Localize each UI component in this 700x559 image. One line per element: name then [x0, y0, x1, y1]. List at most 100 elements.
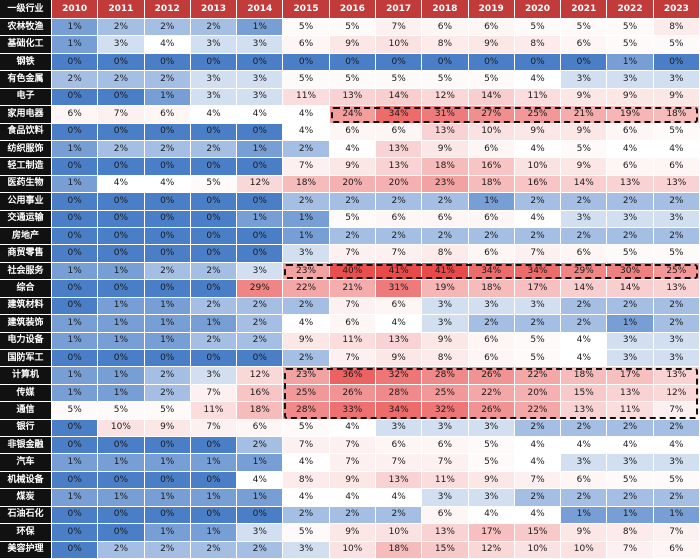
row-header: 石油石化 [0, 506, 52, 525]
heatmap-cell: 1% [190, 454, 238, 472]
column-header-2013: 2013 [190, 0, 238, 19]
heatmap-cell: 1% [52, 315, 99, 333]
heatmap-cell: 0% [98, 123, 145, 141]
heatmap-cell: 3% [237, 71, 284, 89]
heatmap-cell: 14% [561, 175, 608, 194]
heatmap-cell: 13% [329, 88, 376, 107]
heatmap-cell: 3% [561, 454, 608, 472]
heatmap-cell: 1% [283, 210, 330, 229]
heatmap-cell: 16% [514, 175, 562, 194]
heatmap-cell: 4% [144, 36, 191, 54]
heatmap-cell: 4% [514, 437, 562, 455]
heatmap-cell: 27% [468, 106, 515, 124]
heatmap-cell: 2% [190, 140, 238, 159]
heatmap-cell: 6% [468, 245, 515, 263]
heatmap-cell: 8% [283, 471, 330, 490]
heatmap-cell: 2% [237, 315, 284, 333]
heatmap-cell: 13% [607, 175, 654, 194]
heatmap-cell: 2% [607, 489, 654, 507]
heatmap-cell: 0% [144, 158, 191, 176]
heatmap-cell: 5% [561, 19, 608, 37]
heatmap-cell: 0% [190, 53, 238, 72]
heatmap-cell: 2% [98, 19, 145, 37]
heatmap-cell: 3% [283, 245, 330, 263]
heatmap-cell: 9% [329, 471, 376, 490]
heatmap-cell: 0% [653, 53, 700, 72]
heatmap-cell: 4% [607, 437, 654, 455]
heatmap-cell: 3% [607, 71, 654, 89]
heatmap-cell: 3% [190, 367, 238, 385]
heatmap-cell: 22% [514, 367, 562, 385]
heatmap-cell: 10% [376, 36, 423, 54]
heatmap-cell: 5% [607, 36, 654, 54]
heatmap-cell: 22% [283, 280, 330, 298]
heatmap-cell: 2% [190, 262, 238, 281]
heatmap-cell: 2% [561, 315, 608, 333]
row-header: 汽车 [0, 454, 52, 472]
heatmap-cell: 18% [468, 280, 515, 298]
heatmap-cell: 31% [422, 106, 469, 124]
row-header: 基础化工 [0, 36, 52, 54]
heatmap-cell: 3% [237, 262, 284, 281]
heatmap-cell: 5% [422, 71, 469, 89]
heatmap-cell: 3% [468, 489, 515, 507]
heatmap-cell: 2% [237, 332, 284, 350]
heatmap-cell: 6% [422, 506, 469, 525]
heatmap-cell: 5% [376, 71, 423, 89]
heatmap-cell: 6% [52, 106, 99, 124]
heatmap-cell: 13% [653, 367, 700, 385]
heatmap-cell: 10% [98, 419, 145, 438]
heatmap-cell: 25% [653, 262, 700, 281]
heatmap-cell: 25% [422, 384, 469, 403]
heatmap-cell: 2% [653, 489, 700, 507]
heatmap-cell: 0% [52, 193, 99, 211]
heatmap-cell: 2% [561, 228, 608, 246]
heatmap-cell: 1% [468, 193, 515, 211]
heatmap-cell: 2% [283, 140, 330, 159]
heatmap-cell: 7% [329, 454, 376, 472]
heatmap-cell: 0% [52, 419, 99, 438]
heatmap-cell: 6% [653, 158, 700, 176]
heatmap-cell: 1% [607, 315, 654, 333]
heatmap-cell: 3% [561, 71, 608, 89]
heatmap-cell: 10% [514, 158, 562, 176]
heatmap-cell: 1% [144, 524, 191, 542]
heatmap-cell: 0% [98, 471, 145, 490]
heatmap-cell: 5% [144, 402, 191, 420]
heatmap-cell: 1% [52, 489, 99, 507]
heatmap-cell: 14% [468, 88, 515, 107]
heatmap-cell: 6% [422, 19, 469, 37]
heatmap-cell: 3% [653, 454, 700, 472]
heatmap-cell: 5% [514, 332, 562, 350]
row-header: 机械设备 [0, 471, 52, 490]
heatmap-cell: 0% [190, 158, 238, 176]
heatmap-cell: 5% [283, 19, 330, 37]
heatmap-cell: 9% [144, 419, 191, 438]
heatmap-cell: 7% [329, 245, 376, 263]
heatmap-cell: 17% [607, 367, 654, 385]
heatmap-cell: 3% [190, 36, 238, 54]
heatmap-cell: 9% [561, 158, 608, 176]
heatmap-cell: 0% [98, 437, 145, 455]
heatmap-cell: 5% [514, 19, 562, 37]
row-header: 银行 [0, 419, 52, 438]
heatmap-cell: 4% [237, 471, 284, 490]
heatmap-cell: 0% [144, 245, 191, 263]
heatmap-cell: 2% [422, 193, 469, 211]
heatmap-cell: 2% [283, 506, 330, 525]
heatmap-cell: 0% [144, 210, 191, 229]
heatmap-cell: 2% [561, 419, 608, 438]
heatmap-cell: 0% [98, 280, 145, 298]
heatmap-cell: 21% [561, 106, 608, 124]
heatmap-cell: 0% [237, 123, 284, 141]
heatmap-cell: 7% [283, 158, 330, 176]
heatmap-cell: 0% [52, 280, 99, 298]
heatmap-cell: 11% [283, 88, 330, 107]
heatmap-cell: 29% [561, 262, 608, 281]
heatmap-cell: 0% [52, 349, 99, 368]
heatmap-cell: 11% [190, 402, 238, 420]
heatmap-cell: 2% [329, 193, 376, 211]
heatmap-cell: 3% [653, 332, 700, 350]
heatmap-cell: 4% [468, 506, 515, 525]
heatmap-cell: 3% [237, 88, 284, 107]
